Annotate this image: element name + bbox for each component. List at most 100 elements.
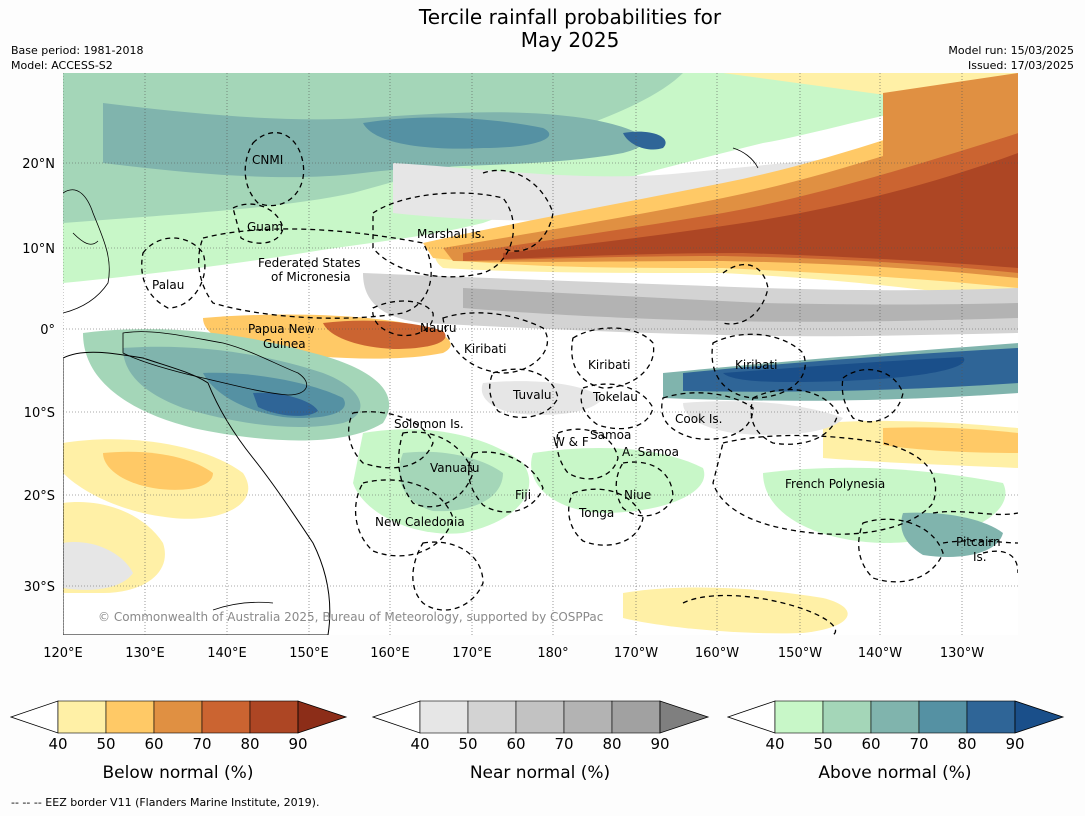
lon-tick: 150°W — [778, 646, 822, 661]
lon-tick: 160°E — [370, 646, 410, 661]
lon-tick: 180° — [537, 646, 568, 661]
lon-tick: 130°W — [940, 646, 984, 661]
lon-tick: 140°E — [207, 646, 247, 661]
region-label: Kiribati — [464, 342, 506, 356]
colorbar-tick: 50 — [458, 735, 477, 753]
region-label: Pitcairn — [956, 535, 1001, 549]
latitude-axis: 20°N 10°N 0° 10°S 20°S 30°S — [22, 157, 55, 595]
region-label: Tokelau — [592, 390, 638, 404]
colorbar-tick: 70 — [554, 735, 573, 753]
colorbar-segment — [563, 700, 613, 734]
region-label: Kiribati — [588, 358, 630, 372]
colorbar-segment — [57, 700, 107, 734]
colorbar-near-normal: 40 50 60 70 80 90 Near normal (%) — [372, 700, 710, 783]
colorbar-tick: 80 — [602, 735, 621, 753]
colorbar-segment — [249, 700, 299, 734]
colorbar-extend-low — [372, 700, 421, 734]
lat-tick: 30°S — [24, 580, 55, 595]
region-label: Guam — [247, 220, 283, 234]
colorbar-label: Above normal (%) — [818, 763, 971, 783]
region-label: Nauru — [420, 321, 456, 335]
probability-map: CNMI Guam Palau Federated States of Micr… — [63, 73, 1018, 635]
region-label: Federated States — [258, 256, 360, 270]
region-label: Kiribati — [735, 358, 777, 372]
lat-tick: 20°S — [24, 489, 55, 504]
base-period: Base period: 1981-2018 — [11, 44, 144, 57]
colorbar-segment — [419, 700, 469, 734]
colorbar-segment — [467, 700, 517, 734]
colorbar-tick: 50 — [813, 735, 832, 753]
lat-tick: 0° — [40, 323, 55, 338]
colorbar-tick: 70 — [909, 735, 928, 753]
colorbar-tick: 90 — [288, 735, 307, 753]
region-label: Guinea — [263, 337, 306, 351]
colorbar-segment — [153, 700, 203, 734]
region-label: Niue — [624, 488, 651, 502]
region-label: Is. — [973, 550, 987, 564]
colorbar-tick: 40 — [765, 735, 784, 753]
colorbar-label: Near normal (%) — [470, 763, 610, 783]
colorbar-below-normal: 40 50 60 70 80 90 Below normal (%) — [10, 700, 348, 783]
region-label: Papua New — [248, 322, 315, 336]
lon-tick: 120°E — [43, 646, 83, 661]
eez-footnote: -- -- -- EEZ border V11 (Flanders Marine… — [11, 796, 320, 809]
region-labels: CNMI Guam Palau Federated States of Micr… — [152, 153, 1001, 564]
colorbar-extend-low — [10, 700, 59, 734]
region-label: A. Samoa — [622, 445, 679, 459]
title-line-2: May 2025 — [520, 28, 620, 52]
region-label: CNMI — [252, 153, 283, 167]
region-label: French Polynesia — [785, 477, 885, 491]
lon-tick: 170°E — [452, 646, 492, 661]
region-label: Vanuatu — [430, 461, 480, 475]
colorbar-tick: 80 — [240, 735, 259, 753]
colorbar-tick: 40 — [48, 735, 67, 753]
region-label: Solomon Is. — [394, 417, 464, 431]
colorbar-tick: 60 — [506, 735, 525, 753]
region-label: of Micronesia — [271, 270, 351, 284]
region-label: Samoa — [590, 428, 631, 442]
colorbar-above-normal: 40 50 60 70 80 90 Above normal (%) — [727, 700, 1065, 783]
lon-tick: 170°W — [614, 646, 658, 661]
colorbar-tick: 40 — [410, 735, 429, 753]
colorbar-segment — [966, 700, 1016, 734]
colorbar-segment — [822, 700, 872, 734]
colorbar-tick: 90 — [650, 735, 669, 753]
colorbar-extend-high — [297, 700, 348, 734]
region-label: Cook Is. — [675, 412, 722, 426]
title-line-1: Tercile rainfall probabilities for — [418, 5, 722, 29]
chart-title: Tercile rainfall probabilities for May 2… — [0, 6, 1085, 52]
model-name: Model: ACCESS-S2 — [11, 59, 113, 72]
colorbar-segment — [918, 700, 968, 734]
lat-tick: 20°N — [22, 157, 55, 172]
colorbar-extend-high — [659, 700, 710, 734]
lon-tick: 150°E — [289, 646, 329, 661]
region-label: New Caledonia — [375, 515, 465, 529]
lat-tick: 10°S — [24, 406, 55, 421]
meta-right: Model run: 15/03/2025 Issued: 17/03/2025 — [948, 43, 1074, 73]
colorbar-tick: 50 — [96, 735, 115, 753]
meta-left: Base period: 1981-2018 Model: ACCESS-S2 — [11, 43, 143, 73]
colorbar-extend-high — [1014, 700, 1065, 734]
colorbar-segment — [201, 700, 251, 734]
colorbar-segment — [870, 700, 920, 734]
colorbar-tick: 80 — [957, 735, 976, 753]
colorbar-tick: 70 — [192, 735, 211, 753]
lon-tick: 160°W — [695, 646, 739, 661]
lon-tick: 130°E — [125, 646, 165, 661]
lon-tick: 140°W — [858, 646, 902, 661]
colorbar-segment — [105, 700, 155, 734]
issued-date: Issued: 17/03/2025 — [967, 59, 1074, 72]
region-label: Fiji — [515, 488, 531, 502]
region-label: Marshall Is. — [417, 227, 485, 241]
copyright-notice: © Commonwealth of Australia 2025, Bureau… — [98, 610, 603, 624]
region-label: Tuvalu — [512, 388, 552, 402]
colorbar-tick: 60 — [144, 735, 163, 753]
region-label: Tonga — [578, 506, 614, 520]
colorbar-segment — [515, 700, 565, 734]
region-label: W & F — [553, 435, 589, 449]
colorbar-tick: 90 — [1005, 735, 1024, 753]
colorbar-tick: 60 — [861, 735, 880, 753]
colorbar-extend-low — [727, 700, 776, 734]
colorbar-segment — [774, 700, 824, 734]
lat-tick: 10°N — [22, 242, 55, 257]
